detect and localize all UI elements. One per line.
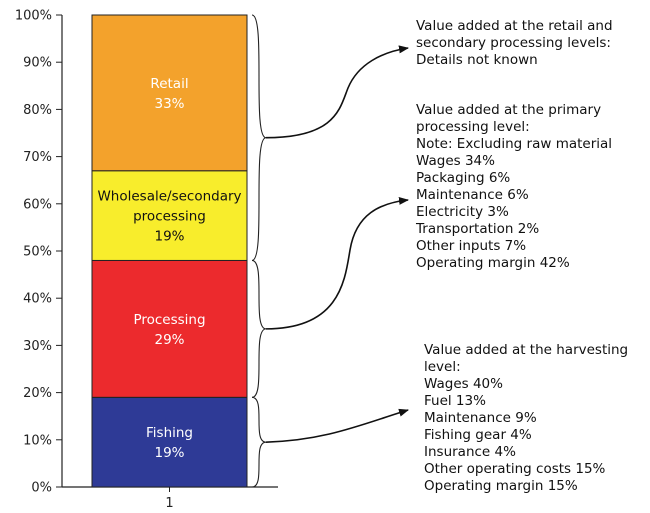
y-tick-label: 30% (23, 339, 52, 354)
y-tick-label: 80% (23, 103, 52, 118)
brace-processing (251, 259, 267, 398)
y-tick-label: 50% (23, 245, 52, 260)
segment-label-processing: 29% (154, 332, 184, 348)
y-tick-label: 90% (23, 56, 52, 71)
y-tick-label: 0% (31, 481, 52, 496)
annotation-line: Fishing gear 4% (424, 427, 532, 443)
segment-label-retail: 33% (154, 96, 184, 112)
annotation-line: Value added at the harvesting (424, 342, 629, 358)
annotation-line: Details not known (416, 52, 538, 68)
brace-retail (251, 14, 267, 261)
annotation-line: Operating margin 15% (424, 478, 578, 494)
bar-stack: Fishing 19% Processing 29% Wholesale/seconda… (91, 14, 248, 488)
annotation-line: Electricity 3% (416, 204, 509, 220)
segment-label-retail: Retail (150, 76, 188, 92)
bar-segment-wholesale-secondary-processing (91, 170, 248, 261)
annotation-retail: Value added at the retail and secondary p… (416, 18, 613, 69)
annotation-line: Value added at the retail and (416, 18, 613, 34)
annotation-harvesting: Value added at the harvesting level: Wages… (424, 342, 628, 495)
segment-label-wholesale-secondary-processing: processing (133, 209, 206, 225)
annotation-line: Fuel 13% (424, 393, 486, 409)
annotation-line: Other inputs 7% (416, 238, 527, 254)
arrow-retail (265, 45, 409, 139)
annotation-line: Wages 40% (424, 376, 503, 392)
segment-label-wholesale-secondary-processing: 19% (154, 229, 184, 245)
annotation-line: Packaging 6% (416, 170, 511, 186)
annotation-processing: Value added at the primary processing lev… (416, 102, 612, 272)
arrow-harvesting (265, 408, 409, 443)
annotation-line: Note: Excluding raw material (416, 136, 613, 152)
segment-label-fishing: Fishing (146, 425, 193, 441)
annotation-line: Insurance 4% (424, 444, 516, 460)
segment-label-wholesale-secondary-processing: Wholesale/secondary (97, 189, 241, 205)
annotation-line: Value added at the primary (416, 102, 602, 118)
bar-segment-processing (91, 259, 248, 398)
bar-segment-fishing (91, 396, 248, 488)
y-tick-label: 60% (23, 197, 52, 212)
axis: 0% 10% 20% 30% 40% 50% 60% 70% 80% 90% 100% 1 (15, 9, 278, 511)
segment-label-processing: Processing (133, 312, 205, 328)
segment-label-fishing: 19% (154, 445, 184, 461)
y-tick-label: 20% (23, 386, 52, 401)
annotation-line: level: (424, 359, 461, 375)
annotation-line: secondary processing levels: (416, 35, 611, 51)
y-tick-label: 10% (23, 433, 52, 448)
y-tick-label: 70% (23, 150, 52, 165)
bar-segment-retail (91, 14, 248, 172)
annotation-line: Wages 34% (416, 153, 495, 169)
annotation-line: Other operating costs 15% (424, 461, 606, 477)
annotation-line: Maintenance 6% (416, 187, 529, 203)
braces (251, 14, 409, 488)
annotation-line: Maintenance 9% (424, 410, 537, 426)
y-tick-label: 40% (23, 292, 52, 307)
annotation-line: Transportation 2% (416, 221, 540, 237)
arrow-processing (265, 196, 409, 330)
annotation-line: processing level: (416, 119, 530, 135)
brace-harvesting (251, 396, 267, 488)
y-tick-label: 100% (15, 9, 52, 24)
annotation-line: Operating margin 42% (416, 255, 570, 271)
x-tick-label: 1 (165, 496, 173, 511)
